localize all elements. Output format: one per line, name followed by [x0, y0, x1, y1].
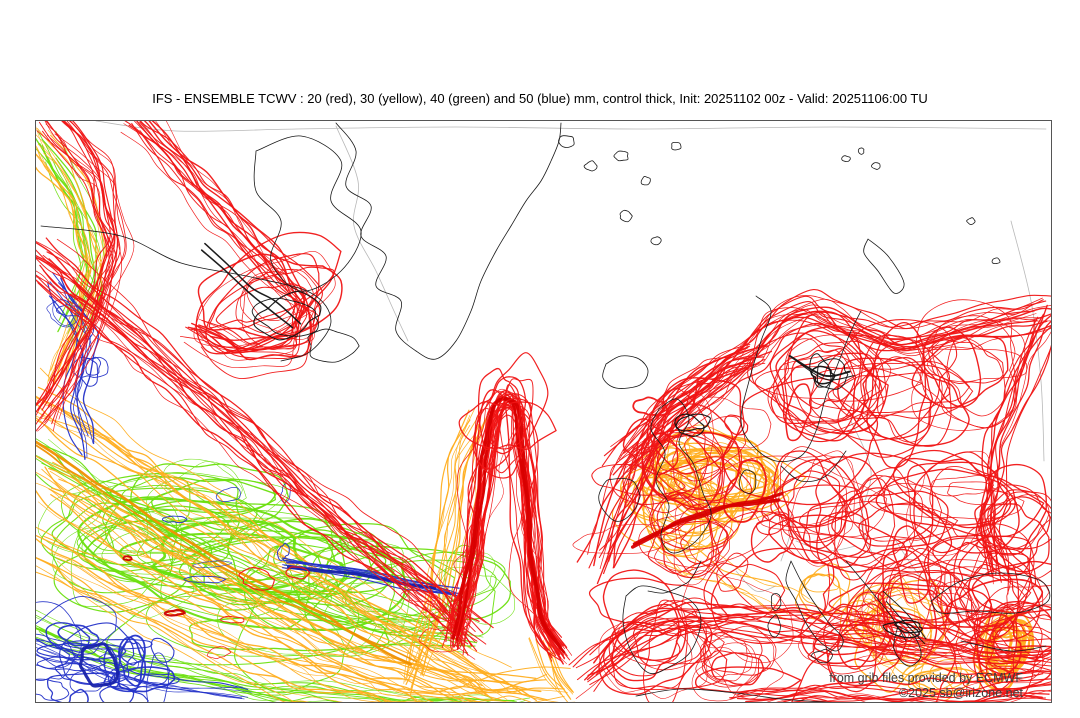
map-canvas — [36, 121, 1051, 702]
map-frame: from grib files provided by ECMWF ©2025 … — [35, 120, 1052, 703]
attribution-line-copyright: ©2025 sb@irizone.net — [898, 686, 1023, 700]
chart-title: IFS - ENSEMBLE TCWV : 20 (red), 30 (yell… — [152, 91, 928, 106]
attribution-line-ecmwf: from grib files provided by ECMWF — [829, 671, 1023, 685]
